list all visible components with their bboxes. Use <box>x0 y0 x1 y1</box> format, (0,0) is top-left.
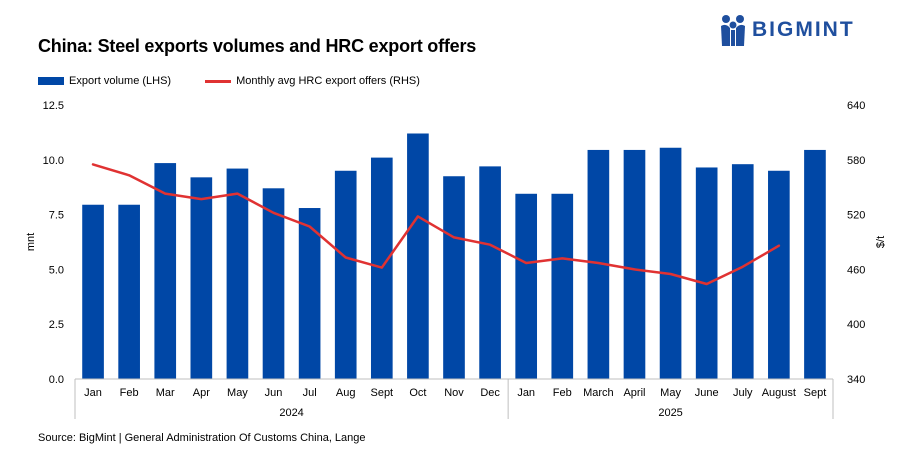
bar <box>407 133 429 379</box>
bar <box>695 167 718 379</box>
y2-tick-label: 460 <box>847 264 865 276</box>
bar <box>587 149 610 379</box>
x-tick-label: May <box>660 387 681 399</box>
y-tick-label: 2.5 <box>49 319 64 331</box>
y-tick-label: 7.5 <box>49 210 64 222</box>
x-tick-label: Apr <box>193 387 210 399</box>
y2-axis-label: $/t <box>875 236 887 248</box>
bar <box>804 149 826 379</box>
year-group-label: 2025 <box>658 407 682 419</box>
source-note: Source: BigMint | General Administration… <box>38 432 366 444</box>
x-tick-label: Nov <box>444 387 464 399</box>
x-tick-label: Sept <box>370 387 393 399</box>
y-tick-label: 0.0 <box>49 374 64 386</box>
y-tick-label: 5.0 <box>49 264 64 276</box>
brand-logo: BIGMINT <box>718 14 878 48</box>
y2-tick-label: 400 <box>847 319 865 331</box>
bar <box>731 164 754 379</box>
bar <box>443 176 465 379</box>
chart-legend: Export volume (LHS) Monthly avg HRC expo… <box>38 75 454 87</box>
x-tick-label: Jan <box>517 387 535 399</box>
y-tick-label: 10.0 <box>43 155 64 167</box>
x-tick-label: Aug <box>336 387 356 399</box>
x-tick-label: August <box>762 387 796 399</box>
legend-item-hrc-offers: Monthly avg HRC export offers (RHS) <box>205 75 420 87</box>
y-tick-label: 12.5 <box>43 100 64 112</box>
bar <box>659 147 682 379</box>
x-tick-label: Jun <box>265 387 283 399</box>
bar <box>190 177 213 379</box>
bar <box>118 204 140 379</box>
y2-tick-label: 640 <box>847 100 865 112</box>
legend-item-export-volume: Export volume (LHS) <box>38 75 171 87</box>
bar <box>768 170 790 379</box>
x-tick-label: Mar <box>156 387 175 399</box>
bar <box>298 208 321 379</box>
bar <box>515 193 538 379</box>
x-tick-label: March <box>583 387 614 399</box>
bar <box>479 166 501 379</box>
x-tick-label: Jul <box>303 387 317 399</box>
bar <box>82 204 104 379</box>
x-tick-label: June <box>695 387 719 399</box>
legend-swatch-line <box>205 79 232 83</box>
legend-label: Monthly avg HRC export offers (RHS) <box>236 75 420 87</box>
y2-tick-label: 520 <box>847 210 865 222</box>
year-group-label: 2024 <box>279 407 303 419</box>
x-tick-label: May <box>227 387 248 399</box>
x-tick-label: Oct <box>409 387 426 399</box>
bar <box>262 188 285 379</box>
x-tick-label: Dec <box>480 387 500 399</box>
y-axis-label: mnt <box>25 233 37 251</box>
bar <box>334 170 357 379</box>
bar <box>226 168 249 379</box>
bar <box>623 149 646 379</box>
x-tick-label: July <box>733 387 753 399</box>
bar <box>551 193 574 379</box>
y2-tick-label: 340 <box>847 374 865 386</box>
legend-swatch-bar <box>38 77 64 85</box>
x-tick-label: Feb <box>120 387 139 399</box>
bar <box>154 163 177 379</box>
brand-name: BIGMINT <box>752 18 855 41</box>
people-icon <box>721 15 745 46</box>
x-tick-label: April <box>623 387 645 399</box>
legend-label: Export volume (LHS) <box>69 75 172 87</box>
x-tick-label: Jan <box>84 387 102 399</box>
y2-tick-label: 580 <box>847 155 865 167</box>
hrc-offer-line <box>91 163 781 286</box>
x-tick-label: Feb <box>553 387 572 399</box>
x-tick-label: Sept <box>804 387 827 399</box>
chart-title: China: Steel exports volumes and HRC exp… <box>38 36 477 56</box>
